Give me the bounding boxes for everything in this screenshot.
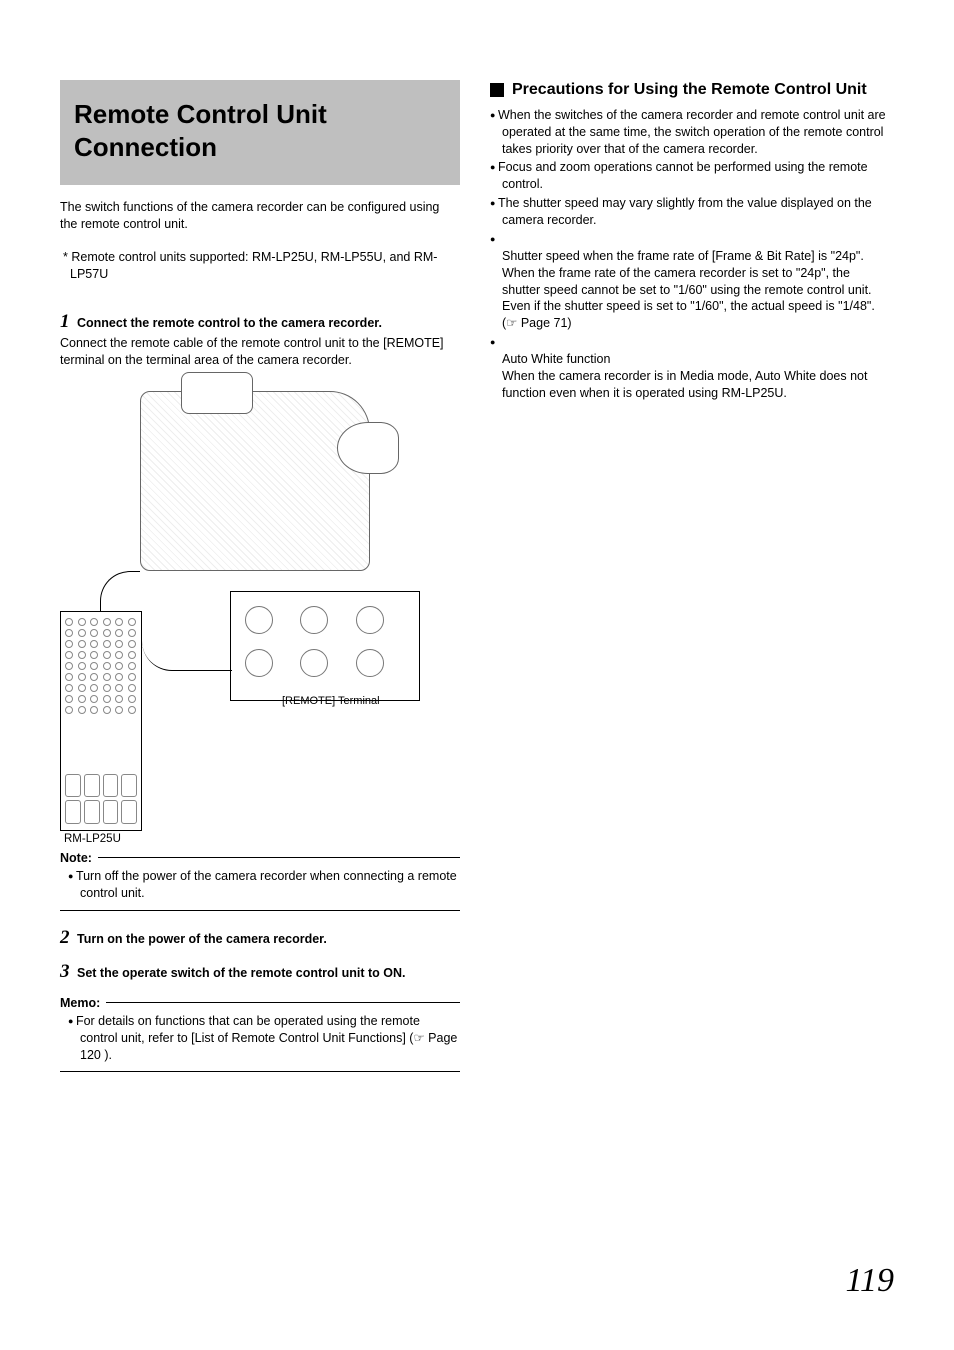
cable-icon — [142, 641, 232, 671]
step-1-heading: 1 Connect the remote control to the came… — [60, 309, 460, 336]
square-bullet-icon — [490, 83, 504, 97]
memo-block: Memo: For details on functions that can … — [60, 996, 460, 1073]
precaution-item: Auto White functionWhen the camera recor… — [490, 334, 890, 402]
right-column: Precautions for Using the Remote Control… — [490, 80, 890, 1086]
precautions-heading: Precautions for Using the Remote Control… — [490, 80, 890, 101]
supported-units: * Remote control units supported: RM-LP2… — [60, 249, 460, 283]
step-2-number: 2 — [60, 927, 70, 948]
intro-text: The switch functions of the camera recor… — [60, 199, 460, 233]
step-3-number: 3 — [60, 961, 70, 982]
memo-item: For details on functions that can be ope… — [60, 1013, 460, 1064]
step-2-title: Turn on the power of the camera recorder… — [77, 932, 327, 946]
page-number: 119 — [846, 1262, 894, 1300]
page-columns: Remote Control Unit Connection The switc… — [60, 80, 894, 1086]
step-3: 3 Set the operate switch of the remote c… — [60, 959, 460, 986]
precautions-title: Precautions for Using the Remote Control… — [512, 80, 867, 101]
remote-illustration — [60, 611, 142, 831]
step-2-heading: 2 Turn on the power of the camera record… — [60, 925, 460, 952]
note-heading: Note: — [60, 851, 460, 865]
step-1-title: Connect the remote control to the camera… — [77, 316, 382, 330]
precaution-item: Focus and zoom operations cannot be perf… — [490, 159, 890, 193]
terminal-label: [REMOTE] Terminal — [282, 695, 380, 707]
section-title: Remote Control Unit Connection — [74, 98, 446, 163]
step-2: 2 Turn on the power of the camera record… — [60, 925, 460, 952]
camera-illustration — [140, 391, 370, 571]
remote-label: RM-LP25U — [64, 833, 121, 845]
step-3-title: Set the operate switch of the remote con… — [77, 966, 406, 980]
precautions-list: When the switches of the camera recorder… — [490, 107, 890, 402]
left-column: Remote Control Unit Connection The switc… — [60, 80, 460, 1086]
note-list: Turn off the power of the camera recorde… — [60, 868, 460, 902]
connection-diagram: [REMOTE] Terminal — [60, 381, 460, 841]
step-3-heading: 3 Set the operate switch of the remote c… — [60, 959, 460, 986]
memo-body: For details on functions that can be ope… — [60, 1013, 460, 1073]
note-block: Note: Turn off the power of the camera r… — [60, 851, 460, 911]
step-1: 1 Connect the remote control to the came… — [60, 309, 460, 369]
note-body: Turn off the power of the camera recorde… — [60, 868, 460, 911]
terminal-illustration — [230, 591, 420, 701]
step-1-body: Connect the remote cable of the remote c… — [60, 335, 460, 369]
precaution-item: When the switches of the camera recorder… — [490, 107, 890, 158]
memo-heading: Memo: — [60, 996, 460, 1010]
step-1-number: 1 — [60, 311, 70, 332]
note-item: Turn off the power of the camera recorde… — [60, 868, 460, 902]
precaution-item: Shutter speed when the frame rate of [Fr… — [490, 231, 890, 332]
precaution-item: The shutter speed may vary slightly from… — [490, 195, 890, 229]
section-title-box: Remote Control Unit Connection — [60, 80, 460, 185]
memo-list: For details on functions that can be ope… — [60, 1013, 460, 1064]
